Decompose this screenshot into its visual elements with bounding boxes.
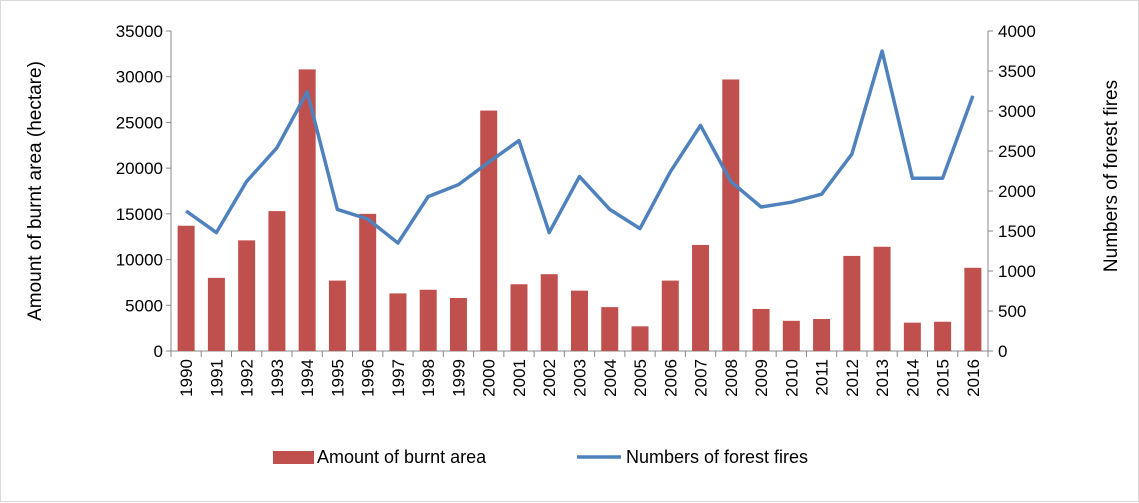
x-tick-label: 2001 [510, 359, 529, 397]
bar-burnt-area [632, 326, 649, 351]
x-tick-label: 2016 [964, 359, 983, 397]
y-tick-label: 35000 [116, 22, 163, 41]
x-tick-label: 2014 [903, 359, 922, 397]
x-tick-label: 1995 [328, 359, 347, 397]
bar-burnt-area [722, 79, 739, 351]
bar-burnt-area [843, 256, 860, 351]
x-tick-label: 1996 [359, 359, 378, 397]
bar-burnt-area [450, 298, 467, 351]
bar-burnt-area [964, 268, 981, 351]
bar-burnt-area [359, 214, 376, 351]
x-tick-label: 2003 [571, 359, 590, 397]
y-tick-label: 15000 [116, 205, 163, 224]
bar-burnt-area [541, 274, 558, 351]
x-tick-label: 2008 [722, 359, 741, 397]
bar-burnt-area [753, 309, 770, 351]
x-tick-label: 2005 [631, 359, 650, 397]
y2-tick-label: 3500 [998, 62, 1036, 81]
bar-burnt-area [601, 307, 618, 351]
y-tick-label: 5000 [125, 296, 163, 315]
legend: Amount of burnt area Numbers of forest f… [273, 447, 808, 467]
bar-burnt-area [783, 321, 800, 351]
y-tick-label: 10000 [116, 251, 163, 270]
y-axis-title: Amount of burnt area (hectare) [25, 61, 46, 321]
x-tick-label: 1991 [207, 359, 226, 397]
bar-burnt-area [874, 247, 891, 351]
y2-tick-label: 1500 [998, 222, 1036, 241]
bar-burnt-area [662, 281, 679, 351]
y-tick-label: 20000 [116, 159, 163, 178]
x-tick-label: 1998 [419, 359, 438, 397]
x-tick-label: 1992 [238, 359, 257, 397]
y2-tick-label: 500 [998, 302, 1026, 321]
y2-tick-label: 3000 [998, 102, 1036, 121]
x-tick-label: 2007 [692, 359, 711, 397]
y2-tick-label: 2500 [998, 142, 1036, 161]
y-tick-label: 0 [154, 342, 163, 361]
bar-burnt-area [904, 323, 921, 351]
x-tick-label: 2012 [843, 359, 862, 397]
bar-burnt-area [208, 278, 225, 351]
y2-axis-title: Numbers of forest fires [1101, 80, 1122, 272]
bar-burnt-area [238, 240, 255, 351]
x-tick-label: 1993 [268, 359, 287, 397]
y2-tick-label: 4000 [998, 22, 1036, 41]
x-tick-label: 2011 [813, 359, 832, 396]
x-tick-label: 1994 [298, 359, 317, 397]
x-tick-label: 1990 [177, 359, 196, 397]
bar-burnt-area [178, 226, 195, 351]
x-tick-label: 2004 [601, 359, 620, 397]
legend-label-burnt-area: Amount of burnt area [317, 447, 487, 467]
x-tick-label: 2013 [873, 359, 892, 397]
bar-burnt-area [480, 111, 497, 351]
bar-burnt-area [420, 290, 437, 351]
x-tick-label: 2009 [752, 359, 771, 397]
y2-tick-label: 0 [998, 342, 1007, 361]
x-tick-label: 2006 [661, 359, 680, 397]
x-tick-label: 1997 [389, 359, 408, 397]
bar-burnt-area [268, 211, 285, 351]
legend-label-forest-fires: Numbers of forest fires [626, 447, 808, 467]
y-tick-label: 25000 [116, 113, 163, 132]
bar-burnt-area [329, 281, 346, 351]
bar-burnt-area [510, 284, 527, 351]
x-tick-label: 2010 [782, 359, 801, 397]
bar-burnt-area [389, 293, 406, 351]
bar-burnt-area [692, 245, 709, 351]
x-tick-label: 2015 [934, 359, 953, 397]
y2-tick-label: 1000 [998, 262, 1036, 281]
bar-burnt-area [571, 291, 588, 351]
legend-swatch-burnt-area [273, 451, 314, 464]
x-tick-label: 1999 [449, 359, 468, 397]
y2-tick-label: 2000 [998, 182, 1036, 201]
bar-burnt-area [934, 322, 951, 351]
x-tick-label: 2000 [480, 359, 499, 397]
bar-burnt-area [813, 319, 830, 351]
y-tick-label: 30000 [116, 68, 163, 87]
x-tick-label: 2002 [540, 359, 559, 397]
